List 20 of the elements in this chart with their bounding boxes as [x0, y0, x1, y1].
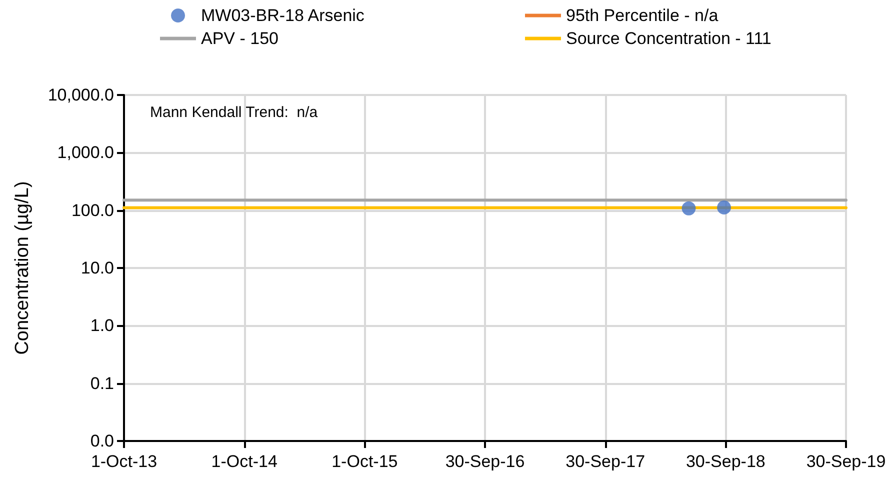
- y-axis-title: Concentration (µg/L): [12, 181, 33, 355]
- x-tick-label: 1-Oct-15: [332, 452, 398, 471]
- x-tick-label: 30-Sep-17: [566, 452, 646, 471]
- annotation: Mann Kendall Trend: n/a: [150, 104, 318, 121]
- x-tick-label: 30-Sep-19: [806, 452, 886, 471]
- y-tick-label: 1.0: [90, 316, 114, 336]
- legend-label: APV - 150: [201, 29, 278, 48]
- x-tick-label: 30-Sep-16: [445, 452, 525, 471]
- y-tick-label: 10,000.0: [48, 86, 114, 104]
- y-tick-label: 10.0: [80, 258, 114, 278]
- legend-label: Source Concentration - 111: [566, 29, 772, 48]
- x-tick-label: 1-Oct-14: [211, 452, 278, 471]
- x-tick-label: 1-Oct-13: [90, 452, 158, 471]
- y-tick-label: 1,000.0: [57, 143, 114, 162]
- legend-label: MW03-BR-18 Arsenic: [201, 6, 365, 25]
- x-tick-label: 30-Sep-18: [686, 452, 766, 471]
- y-tick-label: 0.1: [90, 374, 114, 393]
- y-tick-label: 0.0: [90, 432, 114, 450]
- y-tick-label: 100.0: [71, 200, 114, 220]
- legend-label: 95th Percentile - n/a: [566, 6, 719, 25]
